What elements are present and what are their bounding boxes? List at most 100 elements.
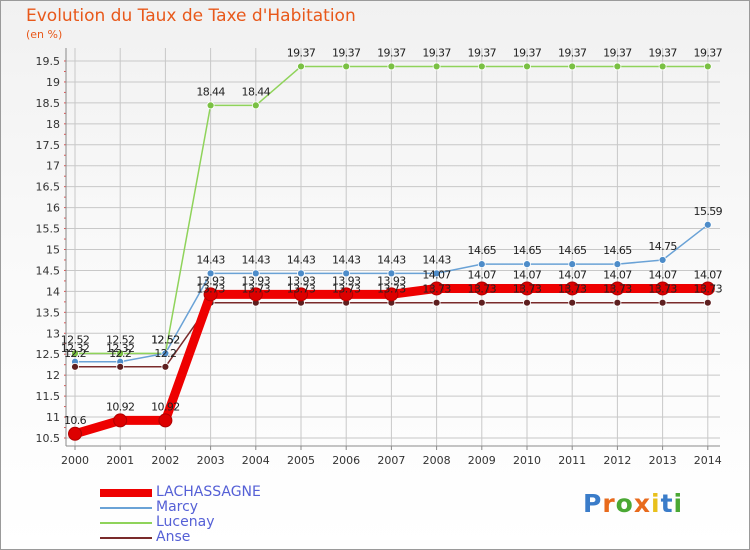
x-tick-label-1: 2001: [106, 454, 134, 467]
point-lachassagne-2005: [294, 287, 308, 302]
legend-swatch: [100, 522, 152, 524]
x-tick-label-10: 2010: [513, 454, 541, 467]
y-tick-label-0: 10.5: [36, 432, 61, 445]
y-tick-label-2: 11.5: [36, 390, 61, 403]
point-lucenay-2011: [568, 62, 577, 71]
point-lachassagne-2003: [203, 287, 218, 302]
x-tick-label-14: 2014: [694, 454, 722, 467]
point-lucenay-2013: [658, 62, 667, 71]
point-anse-2014: [703, 298, 712, 307]
legend-label: Marcy: [156, 499, 199, 515]
x-tick-label-4: 2004: [242, 454, 270, 467]
data-label-lucenay-2004: 18.44: [242, 85, 271, 98]
x-tick-label-12: 2012: [603, 454, 631, 467]
data-label-anse-2005: 13.73: [287, 283, 316, 296]
point-lucenay-2005: [297, 62, 305, 71]
data-label-lachassagne-2012: 14.07: [603, 268, 632, 281]
data-label-lucenay-2003: 18.44: [196, 85, 225, 98]
data-label-lachassagne-2006: 13.93: [332, 274, 361, 287]
data-label-anse-2013: 13.73: [648, 283, 677, 296]
point-lachassagne-2006: [339, 287, 354, 302]
legend-label: LACHASSAGNE: [156, 484, 261, 500]
point-lachassagne-2010: [520, 281, 534, 296]
data-label-lucenay-2010: 19.37: [513, 46, 542, 59]
point-lachassagne-2012: [610, 281, 625, 296]
point-marcy-2007: [387, 269, 396, 278]
point-marcy-2012: [613, 260, 622, 269]
data-label-marcy-2012: 14.65: [603, 244, 632, 257]
point-lachassagne-2004: [248, 287, 263, 302]
x-tick-label-8: 2008: [423, 454, 451, 467]
data-label-lachassagne-2005: 13.93: [287, 274, 316, 287]
data-label-marcy-2000: 12.32: [61, 342, 90, 355]
data-label-lucenay-2002: 12.52: [151, 333, 180, 346]
point-lachassagne-2000: [68, 426, 82, 441]
y-tick-label-9: 15: [46, 244, 60, 257]
y-tick-label-14: 17.5: [36, 139, 61, 152]
data-label-lucenay-2011: 19.37: [558, 46, 587, 59]
point-anse-2011: [568, 298, 577, 307]
data-label-marcy-2005: 14.43: [287, 253, 316, 266]
point-lucenay-2006: [342, 62, 351, 71]
x-tick-label-6: 2006: [332, 454, 360, 467]
point-lucenay-2008: [432, 62, 441, 71]
x-tick-label-11: 2011: [558, 454, 586, 467]
y-tick-label-10: 15.5: [36, 223, 61, 236]
y-tick-label-17: 19: [46, 76, 60, 89]
point-marcy-2014: [703, 220, 712, 229]
point-lucenay-2014: [703, 62, 712, 71]
y-tick-label-1: 11: [46, 411, 60, 424]
x-tick-label-3: 2003: [197, 454, 225, 467]
point-lachassagne-2013: [655, 281, 670, 296]
y-tick-label-11: 16: [46, 202, 60, 215]
data-label-marcy-2013: 14.75: [648, 240, 677, 253]
legend-label: Lucenay: [156, 514, 215, 530]
data-label-marcy-2006: 14.43: [332, 253, 361, 266]
data-label-marcy-2002: 12.52: [151, 333, 180, 346]
data-label-lucenay-2014: 19.37: [694, 46, 723, 59]
point-lucenay-2000: [71, 349, 79, 358]
point-lucenay-2004: [251, 101, 260, 110]
data-label-anse-2011: 13.73: [558, 283, 587, 296]
legend-label: Anse: [156, 529, 191, 545]
data-label-lachassagne-2001: 10.92: [106, 400, 135, 413]
point-marcy-2004: [251, 269, 260, 278]
y-tick-label-18: 19.5: [36, 55, 61, 68]
point-anse-2001: [116, 362, 125, 371]
logo-letter: i: [673, 489, 684, 518]
point-marcy-2005: [297, 269, 305, 278]
y-tick-label-3: 12: [46, 369, 60, 382]
y-tick-label-13: 17: [46, 160, 60, 173]
legend-swatch: [100, 507, 152, 509]
y-tick-label-4: 12.5: [36, 348, 61, 361]
x-tick-label-9: 2009: [468, 454, 496, 467]
data-label-marcy-2001: 12.32: [106, 342, 135, 355]
data-label-anse-2002: 12.2: [154, 347, 176, 360]
data-label-anse-2008: 13.73: [422, 283, 451, 296]
data-label-anse-2009: 13.73: [468, 283, 497, 296]
data-label-lucenay-2013: 19.37: [648, 46, 677, 59]
data-label-anse-2012: 13.73: [603, 283, 632, 296]
data-label-marcy-2009: 14.65: [468, 244, 497, 257]
point-lucenay-2003: [206, 101, 215, 110]
data-label-lachassagne-2009: 14.07: [468, 268, 497, 281]
data-label-lachassagne-2007: 13.93: [377, 274, 406, 287]
data-label-lucenay-2000: 12.52: [61, 333, 90, 346]
data-label-anse-2007: 13.73: [377, 283, 406, 296]
point-lachassagne-2011: [565, 281, 580, 296]
data-label-marcy-2004: 14.43: [242, 253, 271, 266]
point-lachassagne-2002: [158, 413, 173, 428]
x-tick-label-13: 2013: [649, 454, 677, 467]
data-label-lachassagne-2013: 14.07: [648, 268, 677, 281]
data-label-marcy-2011: 14.65: [558, 244, 587, 257]
data-label-marcy-2007: 14.43: [377, 253, 406, 266]
point-marcy-2013: [658, 256, 667, 264]
data-label-anse-2006: 13.73: [332, 283, 361, 296]
data-label-lucenay-2001: 12.52: [106, 333, 135, 346]
logo-letter: o: [615, 489, 634, 518]
x-tick-label-5: 2005: [287, 454, 315, 467]
data-label-lucenay-2005: 19.37: [287, 46, 316, 59]
proxiti-logo: Proxiti: [583, 489, 683, 518]
